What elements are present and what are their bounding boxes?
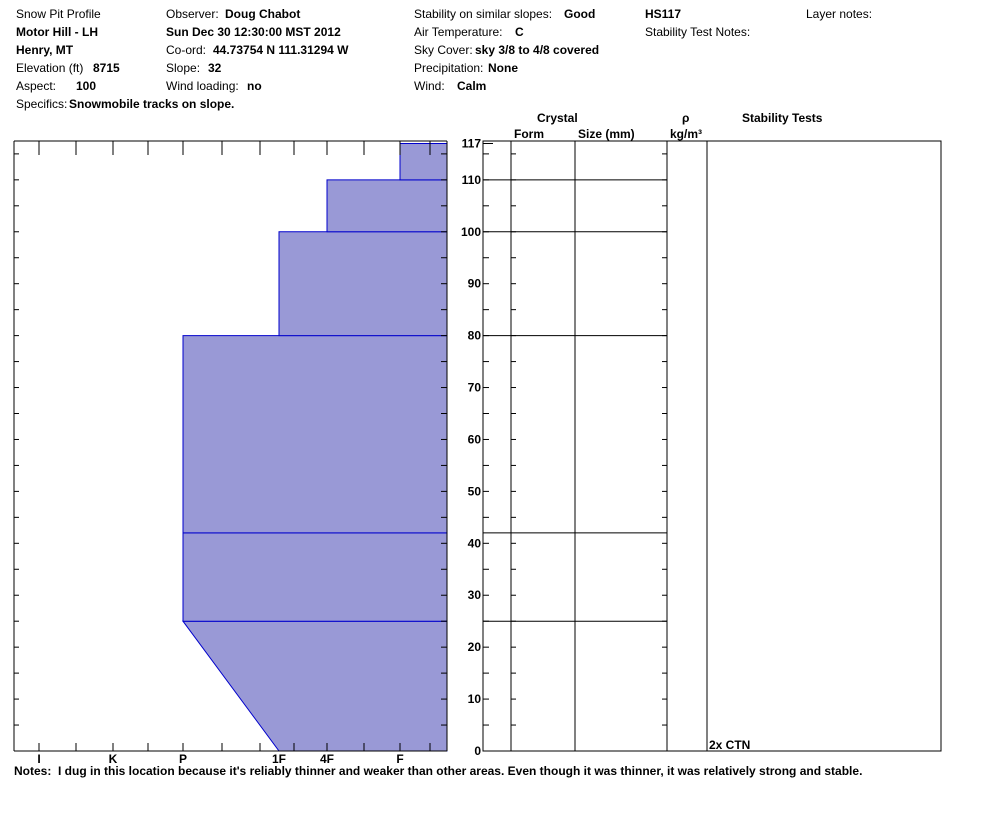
hardness-label-1F: 1F — [272, 752, 286, 766]
air-temp-label: Air Temperature: — [414, 25, 503, 39]
precip-label: Precipitation: — [414, 61, 484, 75]
stability-label: Stability on similar slopes: — [414, 7, 553, 21]
depth-label-50: 50 — [468, 484, 482, 498]
depth-label-20: 20 — [468, 640, 482, 654]
hardness-label-P: P — [179, 752, 187, 766]
hardness-layer-0 — [182, 620, 448, 752]
hardness-label-I: I — [37, 752, 40, 766]
hardness-label-F: F — [396, 752, 403, 766]
form-header: Form — [514, 127, 544, 141]
size-header: Size (mm) — [578, 127, 635, 141]
notes-label: Notes: — [14, 764, 52, 778]
stability-test-notes-label: Stability Test Notes: — [645, 25, 751, 39]
stability-tests-column: 2x CTN — [709, 738, 750, 752]
depth-label-110: 110 — [462, 173, 482, 187]
slope-label: Slope: — [166, 61, 201, 75]
hardness-layer-5 — [399, 143, 448, 181]
location: Motor Hill - LH — [16, 25, 98, 39]
hardness-layer-2 — [182, 335, 448, 534]
hardness-layer-1 — [182, 532, 448, 622]
hardness-plot-frame — [13, 140, 448, 752]
hardness-label-K: K — [109, 752, 118, 766]
notes: Notes: I dug in this location because it… — [14, 764, 862, 778]
hs-value: HS117 — [645, 7, 682, 21]
coord-label: Co-ord: — [166, 43, 207, 57]
hardness-axis: I K P 1F 4F F — [14, 141, 431, 766]
notes-text: I dug in this location because it's reli… — [58, 764, 863, 778]
depth-label-100: 100 — [461, 225, 481, 239]
hardness-label-4F: 4F — [320, 752, 334, 766]
crystal-header: Crystal — [537, 111, 578, 125]
observer-value: Doug Chabot — [225, 7, 301, 21]
profile-title: Snow Pit Profile — [16, 7, 101, 21]
stability-test-0: 2x CTN — [709, 738, 750, 752]
region: Henry, MT — [16, 43, 74, 57]
depth-label-117: 117 — [462, 137, 482, 151]
sky-label: Sky Cover: — [414, 43, 473, 57]
specifics-value: Snowmobile tracks on slope. — [69, 97, 235, 111]
stability-tests-header: Stability Tests — [742, 111, 823, 125]
elevation-label: Elevation (ft) — [16, 61, 84, 75]
hardness-layer-4 — [326, 179, 448, 233]
hardness-profile — [182, 143, 448, 752]
wind-loading-value: no — [247, 79, 262, 93]
layer-notes-label: Layer notes: — [806, 7, 873, 21]
sky-value: sky 3/8 to 4/8 covered — [475, 43, 600, 57]
hardness-layer-3 — [278, 231, 448, 337]
elevation-value: 8715 — [93, 61, 120, 75]
precip-value: None — [488, 61, 518, 75]
stability-value: Good — [564, 7, 596, 21]
coord-value: 44.73754 N 111.31294 W — [213, 43, 349, 57]
wind-loading-label: Wind loading: — [166, 79, 239, 93]
slope-value: 32 — [208, 61, 222, 75]
depth-label-10: 10 — [468, 692, 482, 706]
depth-label-30: 30 — [468, 588, 482, 602]
table-frame — [482, 140, 942, 752]
wind-label: Wind: — [414, 79, 445, 93]
specifics-label: Specifics: — [16, 97, 68, 111]
density-unit-header: kg/m³ — [670, 127, 703, 141]
datetime: Sun Dec 30 12:30:00 MST 2012 — [166, 25, 341, 39]
depth-label-0: 0 — [474, 744, 481, 758]
observer-label: Observer: — [166, 7, 219, 21]
aspect-label: Aspect: — [16, 79, 57, 93]
depth-label-80: 80 — [468, 329, 482, 343]
aspect-value: 100 — [76, 79, 97, 93]
air-temp-value: C — [515, 25, 524, 39]
depth-label-90: 90 — [468, 277, 482, 291]
rho-header: ρ — [682, 111, 690, 125]
layer-table — [482, 140, 942, 752]
depth-label-40: 40 — [468, 536, 482, 550]
depth-label-70: 70 — [468, 381, 482, 395]
depth-label-60: 60 — [468, 432, 482, 446]
wind-value: Calm — [457, 79, 487, 93]
